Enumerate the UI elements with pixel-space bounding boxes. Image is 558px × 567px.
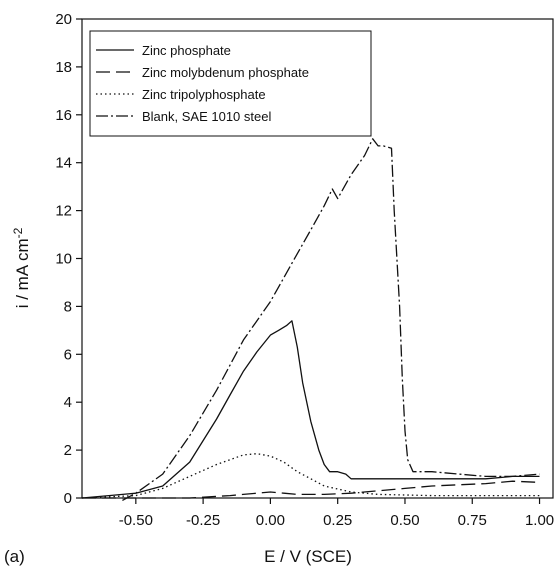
- x-tick-label: 0.75: [458, 512, 487, 529]
- legend-label: Zinc phosphate: [142, 43, 231, 58]
- series-line-4: [122, 139, 539, 501]
- x-axis-title: E / V (SCE): [264, 547, 352, 566]
- x-tick-label: 1.00: [525, 512, 554, 529]
- y-tick-label: 20: [55, 11, 72, 28]
- legend-label: Blank, SAE 1010 steel: [142, 109, 271, 124]
- y-tick-label: 14: [55, 155, 72, 172]
- y-tick-label: 12: [55, 203, 72, 220]
- y-axis-title-sup: -2: [11, 227, 25, 238]
- x-tick-label: -0.25: [186, 512, 220, 529]
- legend-label: Zinc tripolyphosphate: [142, 87, 266, 102]
- y-tick-label: 8: [64, 298, 72, 315]
- y-tick-label: 2: [64, 442, 72, 459]
- y-axis-title: i / mA cm-2: [11, 227, 32, 308]
- y-tick-label: 18: [55, 59, 72, 76]
- x-tick-label: 0.50: [390, 512, 419, 529]
- legend-label: Zinc molybdenum phosphate: [142, 65, 309, 80]
- x-tick-label: 0.00: [256, 512, 285, 529]
- legend: Zinc phosphate Zinc molybdenum phosphate Z…: [90, 31, 371, 136]
- y-tick-label: 10: [55, 251, 72, 268]
- series-line-3: [82, 454, 540, 498]
- panel-label: (a): [4, 547, 25, 566]
- y-tick-label: 6: [64, 346, 72, 363]
- y-tick-label: 4: [64, 394, 72, 411]
- series-line-1: [82, 321, 540, 498]
- x-tick-label: -0.50: [119, 512, 153, 529]
- y-tick-label: 0: [64, 490, 72, 507]
- y-axis-title-main: i / mA cm: [13, 238, 32, 308]
- y-tick-label: 16: [55, 107, 72, 124]
- x-tick-label: 0.25: [323, 512, 352, 529]
- series-layer: [82, 139, 540, 501]
